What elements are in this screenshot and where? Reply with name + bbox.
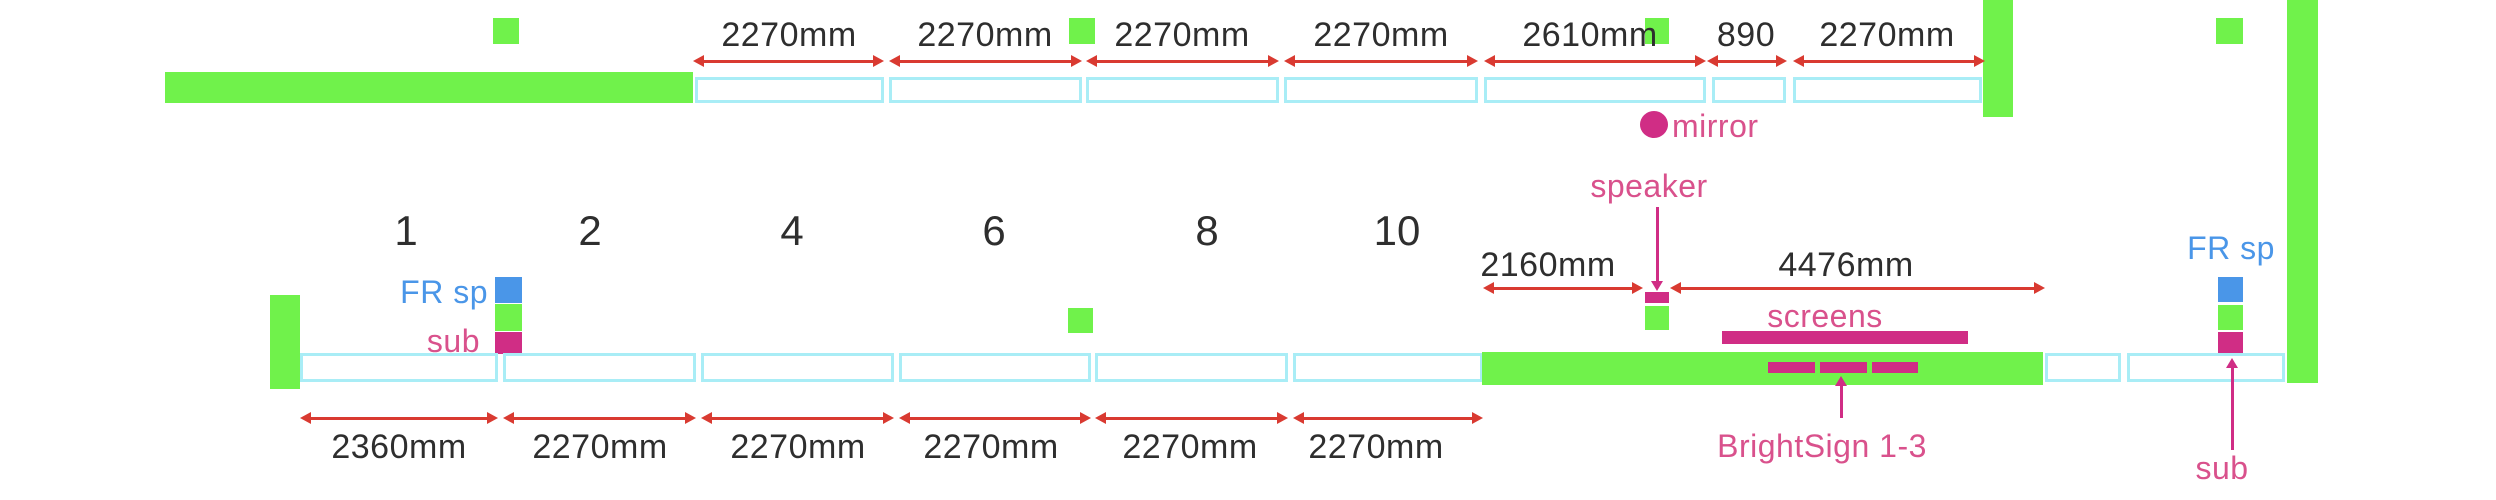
- front-speaker-label-right: FR sp: [2187, 230, 2275, 266]
- dimension-label: 2270mm: [1313, 16, 1449, 54]
- ceiling-speaker-icon: [1069, 18, 1095, 44]
- dimension-arrow: [1707, 55, 1787, 67]
- brightsign-callout-arrow: [1835, 376, 1847, 418]
- wall-panel: [1086, 77, 1279, 103]
- wall-panel: [1484, 77, 1706, 103]
- screens-bar: [1722, 331, 1968, 344]
- dimension-arrow: [1086, 55, 1279, 67]
- brightsign-player: [1820, 362, 1867, 373]
- dimension-label: 2270mm: [532, 428, 668, 466]
- wall-panel: [1293, 353, 1483, 382]
- dimension-arrow: [1095, 412, 1288, 424]
- ceiling-speaker-icon: [1645, 18, 1669, 44]
- dimension-label: 2270mm: [923, 428, 1059, 466]
- dimension-arrow: [889, 55, 1082, 67]
- dimension-arrow: [503, 412, 696, 424]
- sub-label-right: sub: [2195, 450, 2249, 486]
- wall-panel: [889, 77, 1082, 103]
- dimension-label: 2160mm: [1480, 246, 1616, 284]
- top-wall-segment: [165, 72, 693, 103]
- dimension-label: 2270mm: [721, 16, 857, 54]
- ceiling-speaker-icon: [2216, 18, 2243, 44]
- dimension-label: 2610mm: [1522, 16, 1658, 54]
- panel-number: 2: [578, 207, 602, 254]
- brightsign-label: BrightSign 1-3: [1717, 428, 1927, 464]
- wall-panel: [695, 77, 884, 103]
- sub-label-left: sub: [426, 323, 480, 359]
- panel-number: 8: [1195, 207, 1219, 254]
- front-speaker-label-left: FR sp: [400, 274, 488, 310]
- front-speaker-icon: [495, 277, 522, 303]
- top-wall-corner-post: [1983, 0, 2013, 117]
- speaker-top-icon: [1645, 292, 1669, 303]
- screens-label: screens: [1767, 298, 1883, 334]
- dimension-label: 2360mm: [331, 428, 467, 466]
- ceiling-speaker-icon: [493, 18, 519, 44]
- dimension-arrow: [1484, 55, 1706, 67]
- dimension-label: 2270mm: [1819, 16, 1955, 54]
- brightsign-player: [1768, 362, 1815, 373]
- panel-number: 6: [982, 207, 1006, 254]
- speaker-icon: [2218, 305, 2243, 330]
- wall-panel: [300, 353, 498, 382]
- wall-panel: [1712, 77, 1786, 103]
- panel-number: 4: [780, 207, 804, 254]
- wall-panel: [899, 353, 1091, 382]
- dimension-arrow: [701, 412, 894, 424]
- mirror-label: mirror: [1672, 108, 1759, 144]
- front-speaker-icon: [2218, 277, 2243, 302]
- speaker-label: speaker: [1590, 168, 1708, 204]
- dimension-label: 2270mm: [730, 428, 866, 466]
- dimension-label: 890: [1716, 16, 1776, 54]
- wall-panel: [2127, 353, 2285, 382]
- dimension-arrow: [1793, 55, 1985, 67]
- dimension-arrow: [1284, 55, 1478, 67]
- panel-number: 1: [394, 207, 418, 254]
- wall-panel: [1793, 77, 1982, 103]
- brightsign-player: [1872, 362, 1918, 373]
- wall-panel: [2045, 353, 2121, 382]
- wall-panel: [1284, 77, 1478, 103]
- dimension-arrow: [1670, 282, 2045, 294]
- wall-panel: [701, 353, 894, 382]
- dimension-arrow: [300, 412, 498, 424]
- dimension-label: 2270mm: [1122, 428, 1258, 466]
- mirror-dot-icon: [1640, 111, 1668, 138]
- wall-panel: [503, 353, 696, 382]
- subwoofer-icon: [495, 332, 522, 354]
- bottom-wall-segment: [1482, 352, 2043, 385]
- speaker-icon: [1068, 308, 1093, 333]
- speaker-icon: [495, 304, 522, 331]
- left-wall-post: [270, 295, 300, 389]
- subwoofer-icon: [2218, 332, 2243, 353]
- dimension-label: 2270mm: [1308, 428, 1444, 466]
- speaker-callout-arrow: [1651, 207, 1663, 291]
- wall-panel: [1095, 353, 1288, 382]
- sub-callout-arrow: [2226, 358, 2238, 450]
- panel-number: 10: [1373, 207, 1421, 254]
- dimension-label: 4476mm: [1778, 246, 1914, 284]
- dimension-arrow: [693, 55, 884, 67]
- dimension-label: 2270mm: [1114, 16, 1250, 54]
- dimension-arrow: [899, 412, 1091, 424]
- dimension-arrow: [1293, 412, 1483, 424]
- dimension-arrow: [1483, 282, 1643, 294]
- speaker-box-icon: [1645, 306, 1669, 330]
- dimension-label: 2270mm: [917, 16, 1053, 54]
- right-wall-post: [2287, 0, 2318, 383]
